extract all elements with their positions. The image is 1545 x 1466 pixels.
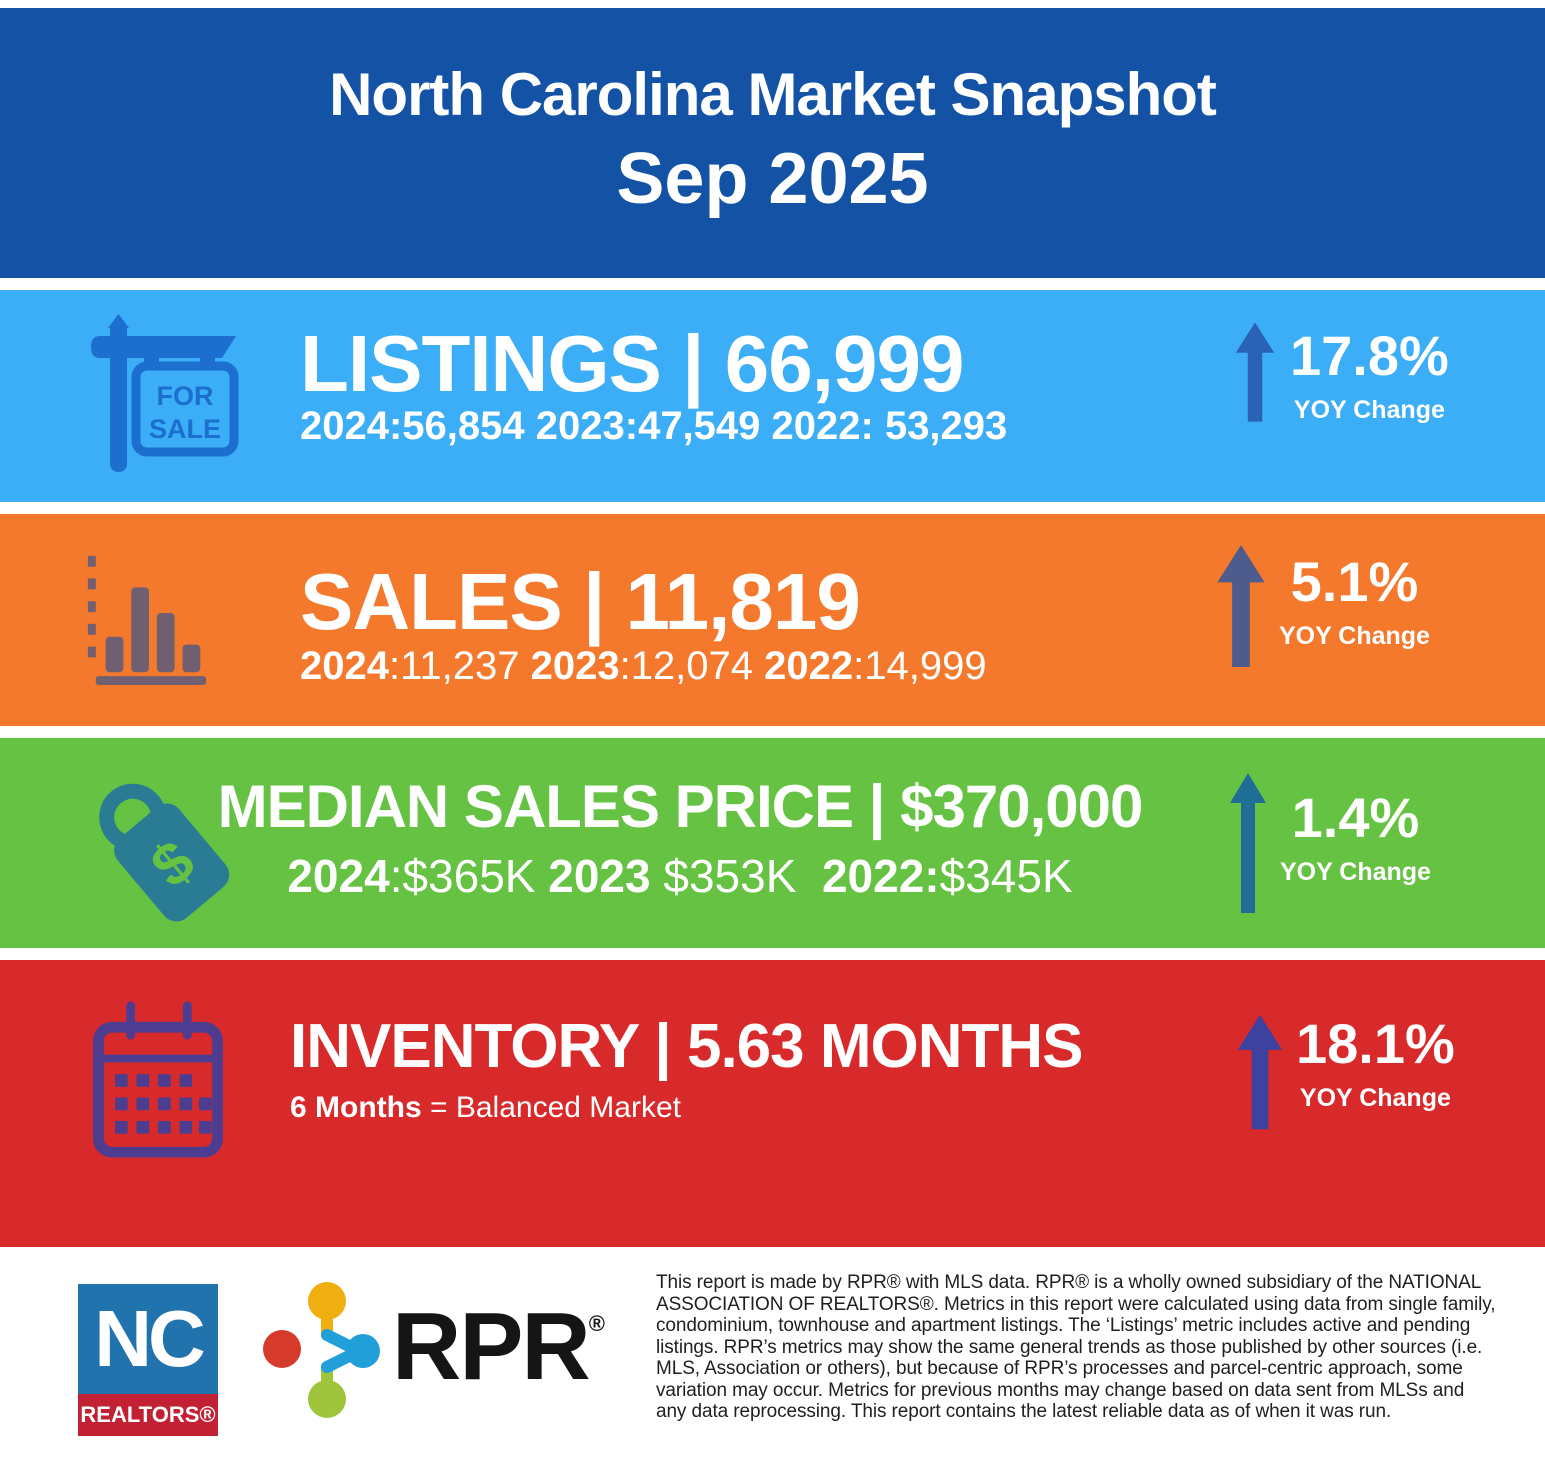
nc-realtors-logo: NC REALTORS® xyxy=(78,1284,218,1436)
median-price-title: MEDIAN SALES PRICE | $370,000 xyxy=(217,773,1144,840)
up-arrow-icon xyxy=(1235,322,1275,422)
inventory-title: INVENTORY | 5.63 MONTHS xyxy=(290,1012,1084,1081)
bar-chart-icon xyxy=(80,548,218,686)
for-sale-sign-icon: FOR SALE xyxy=(84,310,244,482)
inventory-yoy-pct: 18.1% xyxy=(1296,1012,1455,1075)
sales-title: SALES | 11,819 xyxy=(300,557,861,646)
sales-band: SALES | 11,819 2024:11,237 2023:12,074 2… xyxy=(0,514,1545,726)
sales-yoy-pct: 5.1% xyxy=(1290,550,1419,613)
inventory-yoy: 18.1% YOY Change xyxy=(1236,1008,1455,1136)
median-price-band: $ MEDIAN SALES PRICE | $370,000 2024:$36… xyxy=(0,738,1545,948)
footer: NC REALTORS® RPR® This report is made by… xyxy=(0,1247,1545,1466)
page-title: North Carolina Market Snapshot xyxy=(329,61,1217,128)
nc-logo-monogram: NC xyxy=(78,1284,218,1394)
listings-band: FOR SALE LISTINGS | 66,999 2024:56,854 2… xyxy=(0,290,1545,502)
up-arrow-icon xyxy=(1237,1014,1283,1130)
inventory-yoy-label: YOY Change xyxy=(1299,1084,1451,1112)
for-sale-sign-text-line2: SALE xyxy=(149,414,221,444)
price-tag-icon: $ xyxy=(72,756,252,932)
header: North Carolina Market Snapshot Sep 2025 xyxy=(0,8,1545,278)
listings-yoy-pct: 17.8% xyxy=(1290,324,1449,387)
sales-text: SALES | 11,819 2024:11,237 2023:12,074 2… xyxy=(300,557,987,688)
median-price-text: MEDIAN SALES PRICE | $370,000 2024:$365K… xyxy=(215,773,1145,902)
for-sale-sign-text-line1: FOR xyxy=(157,381,214,411)
calendar-icon xyxy=(88,998,228,1160)
sales-yoy-label: YOY Change xyxy=(1279,622,1430,650)
up-arrow-icon xyxy=(1230,773,1266,913)
inventory-band: INVENTORY | 5.63 MONTHS 6 Months = Balan… xyxy=(0,960,1545,1247)
listings-yoy: 17.8% YOY Change xyxy=(1232,320,1449,424)
inventory-note: 6 Months = Balanced Market xyxy=(290,1090,681,1124)
median-price-yoy-pct: 1.4% xyxy=(1291,786,1420,849)
report-month: Sep 2025 xyxy=(616,139,929,219)
inventory-text: INVENTORY | 5.63 MONTHS 6 Months = Balan… xyxy=(290,1012,1084,1124)
listings-yoy-label: YOY Change xyxy=(1293,396,1445,424)
up-arrow-icon xyxy=(1217,544,1265,668)
median-price-yoy: 1.4% YOY Change xyxy=(1228,770,1431,916)
nc-logo-realtors-label: REALTORS® xyxy=(78,1394,218,1436)
rpr-logo-icon xyxy=(263,1275,383,1425)
listings-title: LISTINGS | 66,999 xyxy=(300,319,964,408)
sales-yoy: 5.1% YOY Change xyxy=(1215,542,1430,670)
median-price-history: 2024:$365K 2023 $353K 2022:$345K xyxy=(287,850,1073,902)
median-price-yoy-label: YOY Change xyxy=(1280,858,1431,886)
sales-history: 2024:11,237 2023:12,074 2022:14,999 xyxy=(300,644,987,688)
registered-mark: ® xyxy=(588,1311,605,1336)
listings-text: LISTINGS | 66,999 2024:56,854 2023:47,54… xyxy=(300,319,1008,448)
report-disclaimer: This report is made by RPR® with MLS dat… xyxy=(656,1272,1496,1422)
rpr-logo-wordmark: RPR® xyxy=(392,1293,605,1400)
listings-history: 2024:56,854 2023:47,549 2022: 53,293 xyxy=(300,404,1008,448)
